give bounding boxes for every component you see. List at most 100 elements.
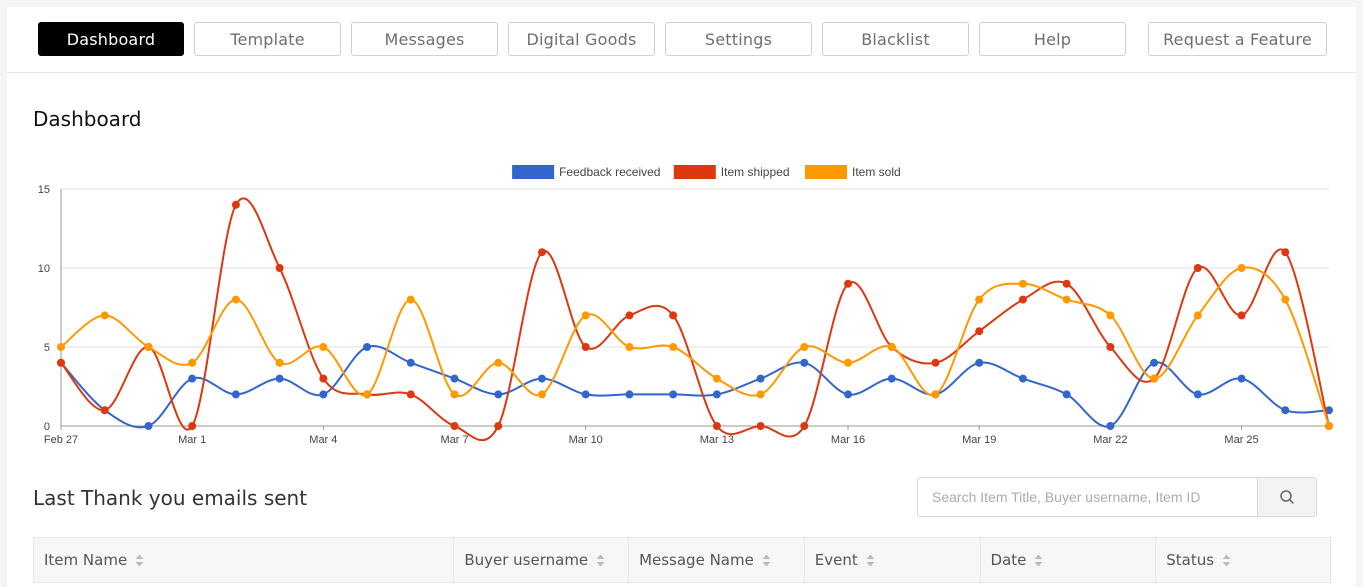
data-point bbox=[494, 358, 503, 367]
data-point bbox=[1018, 374, 1027, 383]
data-point bbox=[1150, 374, 1159, 383]
chart-legend: Feedback received Item shipped Item sold bbox=[512, 165, 901, 179]
data-point bbox=[800, 358, 809, 367]
x-tick-label: Mar 13 bbox=[700, 434, 734, 446]
search-button[interactable] bbox=[1257, 478, 1316, 516]
data-point bbox=[100, 406, 109, 415]
data-point bbox=[1281, 248, 1290, 257]
top-navigation: Dashboard Template Messages Digital Good… bbox=[7, 7, 1356, 73]
x-tick-label: Mar 19 bbox=[962, 434, 996, 446]
sort-icon bbox=[1034, 554, 1043, 567]
x-tick-label: Mar 10 bbox=[569, 434, 603, 446]
column-header-item-name[interactable]: Item Name bbox=[34, 538, 455, 582]
nav-help-button[interactable]: Help bbox=[979, 22, 1126, 56]
dashboard-card: Dashboard 0 5 10 15 Feb 27 Mar 1 Mar 4 Mar 7 Mar… bbox=[7, 73, 1356, 587]
nav-request-feature-button[interactable]: Request a Feature bbox=[1148, 22, 1327, 56]
data-point bbox=[625, 390, 634, 399]
y-tick-label: 15 bbox=[38, 184, 50, 196]
x-tick-label: Mar 4 bbox=[309, 434, 337, 446]
data-point bbox=[188, 374, 197, 383]
data-point bbox=[975, 358, 984, 367]
nav-template-button[interactable]: Template bbox=[194, 22, 341, 56]
legend-label: Feedback received bbox=[559, 165, 660, 179]
data-point bbox=[188, 358, 197, 367]
nav-dashboard-button[interactable]: Dashboard bbox=[38, 22, 184, 56]
nav-blacklist-button[interactable]: Blacklist bbox=[822, 22, 969, 56]
data-point bbox=[100, 311, 109, 320]
data-point bbox=[1193, 311, 1202, 320]
x-tick-label: Mar 7 bbox=[440, 434, 468, 446]
data-point bbox=[931, 358, 940, 367]
data-point bbox=[756, 390, 765, 399]
y-tick-label: 5 bbox=[44, 342, 50, 354]
column-header-message-name[interactable]: Message Name bbox=[629, 538, 805, 582]
page-title: Dashboard bbox=[33, 107, 142, 131]
data-point bbox=[57, 343, 65, 351]
y-tick-label: 0 bbox=[44, 421, 50, 433]
data-point bbox=[319, 390, 328, 399]
data-point bbox=[494, 422, 503, 430]
series-item-sold bbox=[57, 264, 1333, 430]
data-point bbox=[625, 343, 634, 351]
column-header-status[interactable]: Status bbox=[1156, 538, 1330, 582]
x-tick-label: Feb 27 bbox=[44, 434, 78, 446]
nav-digital-goods-button[interactable]: Digital Goods bbox=[508, 22, 655, 56]
data-point bbox=[275, 374, 284, 383]
data-point bbox=[756, 374, 765, 383]
column-label: Date bbox=[990, 551, 1027, 569]
sort-icon bbox=[135, 554, 144, 567]
data-point bbox=[625, 311, 634, 320]
emails-table-header: Item Name Buyer username Message Name Ev… bbox=[33, 537, 1331, 583]
data-point bbox=[1325, 422, 1333, 430]
column-header-buyer-username[interactable]: Buyer username bbox=[454, 538, 630, 582]
data-point bbox=[319, 374, 328, 383]
data-point bbox=[669, 390, 678, 399]
legend-swatch bbox=[805, 165, 847, 179]
data-point bbox=[887, 374, 896, 383]
search-input[interactable] bbox=[918, 478, 1257, 516]
y-tick-label: 10 bbox=[38, 263, 50, 275]
series-line bbox=[60, 197, 1330, 442]
x-tick-label: Mar 1 bbox=[178, 434, 206, 446]
data-point bbox=[450, 390, 459, 399]
data-point bbox=[1281, 406, 1290, 415]
data-point bbox=[363, 390, 372, 399]
data-point bbox=[406, 390, 415, 399]
data-point bbox=[231, 295, 240, 304]
legend-label: Item shipped bbox=[721, 165, 790, 179]
data-point bbox=[712, 390, 721, 399]
data-point bbox=[275, 358, 284, 367]
data-point bbox=[1106, 422, 1115, 430]
column-label: Item Name bbox=[44, 551, 128, 569]
search-box bbox=[917, 477, 1317, 517]
data-point bbox=[1237, 264, 1246, 272]
data-point bbox=[1062, 390, 1071, 399]
activity-line-chart: 0 5 10 15 Feb 27 Mar 1 Mar 4 Mar 7 Mar 10 Mar 13 M… bbox=[38, 165, 1333, 446]
nav-settings-button[interactable]: Settings bbox=[665, 22, 812, 56]
data-point bbox=[319, 343, 328, 351]
data-point bbox=[537, 390, 546, 399]
data-point bbox=[1106, 343, 1115, 351]
data-point bbox=[800, 343, 809, 351]
data-point bbox=[844, 390, 853, 399]
sort-icon bbox=[762, 554, 771, 567]
data-point bbox=[1062, 295, 1071, 304]
data-point bbox=[800, 422, 809, 430]
column-header-date[interactable]: Date bbox=[981, 538, 1157, 582]
search-icon bbox=[1280, 490, 1294, 504]
data-point bbox=[712, 374, 721, 383]
data-point bbox=[57, 358, 65, 367]
data-point bbox=[1062, 279, 1071, 288]
column-header-event[interactable]: Event bbox=[805, 538, 981, 582]
data-point bbox=[144, 343, 153, 351]
data-point bbox=[581, 390, 590, 399]
series-feedback-received bbox=[57, 343, 1333, 430]
sort-icon bbox=[866, 554, 875, 567]
legend-swatch bbox=[673, 165, 716, 179]
data-point bbox=[231, 200, 240, 209]
data-point bbox=[1237, 374, 1246, 383]
data-point bbox=[975, 327, 984, 336]
data-point bbox=[844, 279, 853, 288]
data-point bbox=[1193, 390, 1202, 399]
nav-messages-button[interactable]: Messages bbox=[351, 22, 498, 56]
